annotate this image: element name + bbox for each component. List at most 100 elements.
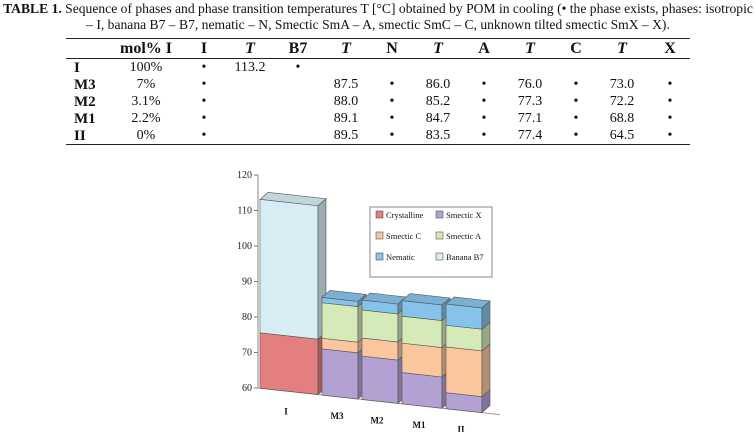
legend-label: Smectic C bbox=[386, 231, 422, 241]
y-tick-label: 60 bbox=[242, 383, 252, 394]
table-cell: • bbox=[374, 127, 410, 145]
x-tick-label: M3 bbox=[331, 411, 344, 421]
table-cell: 64.5 bbox=[594, 127, 650, 145]
legend-label: Crystalline bbox=[386, 210, 424, 220]
table-cell: • bbox=[389, 76, 395, 92]
bar-segment bbox=[259, 199, 319, 340]
bar-segment bbox=[321, 348, 359, 400]
y-tick-label: 120 bbox=[237, 170, 252, 181]
row-label: M1 bbox=[74, 110, 96, 127]
table-cell: • bbox=[667, 93, 673, 109]
legend-swatch bbox=[435, 231, 444, 240]
table-cell: • bbox=[650, 127, 690, 145]
table-cell: 86.0 bbox=[425, 76, 451, 92]
y-tick-label: 80 bbox=[242, 312, 252, 323]
phase-table: mol% I I T B7 T N T A T C T X I 100% • 1… bbox=[66, 38, 690, 145]
table-cell: 113.2 bbox=[234, 59, 266, 75]
header-cell: B7 bbox=[278, 38, 318, 59]
x-tick-label: M2 bbox=[371, 415, 384, 425]
row-label: I bbox=[74, 59, 80, 76]
table-cell: • bbox=[466, 127, 502, 145]
table-cell: 76.0 bbox=[517, 76, 543, 92]
bar-segment bbox=[445, 324, 483, 352]
table-cell: • bbox=[481, 93, 487, 109]
bar-top bbox=[401, 293, 451, 306]
table-cell: • bbox=[186, 127, 222, 145]
row-label: II bbox=[66, 127, 106, 145]
table-cell bbox=[278, 127, 318, 145]
table-cell: 89.5 bbox=[318, 127, 374, 145]
bar-segment bbox=[321, 302, 359, 343]
header-cell: I bbox=[186, 38, 222, 59]
table-cell: • bbox=[481, 110, 487, 126]
bar-top bbox=[259, 192, 327, 207]
table-cell: 2.2% bbox=[131, 110, 161, 126]
legend-swatch bbox=[435, 210, 444, 219]
x-tick-label: M1 bbox=[413, 420, 426, 430]
table-cell: 77.1 bbox=[517, 110, 543, 126]
table-cell: • bbox=[573, 110, 579, 126]
bar-segment-side bbox=[481, 343, 491, 398]
y-tick-label: 110 bbox=[237, 206, 252, 217]
table-cell: • bbox=[667, 110, 673, 126]
table-row: II 0% • 89.5 • 83.5 • 77.4 • 64.5 • bbox=[66, 127, 690, 145]
table-row: M2 3.1% • 88.0 • 85.2 • 77.3 • 72.2 • bbox=[66, 93, 690, 110]
bar-segment bbox=[401, 342, 443, 378]
bar-segment bbox=[361, 355, 399, 404]
y-tick-label: 100 bbox=[237, 241, 252, 252]
header-cell: X bbox=[650, 38, 690, 59]
table-cell: 89.1 bbox=[333, 110, 359, 126]
x-tick-label: II bbox=[457, 425, 465, 432]
legend-swatch bbox=[435, 252, 444, 261]
bar-segment bbox=[445, 346, 483, 397]
bar-segment bbox=[445, 303, 483, 330]
legend-label: Banana B7 bbox=[446, 252, 484, 262]
y-tick-label: 90 bbox=[242, 277, 252, 288]
table-cell: 83.5 bbox=[410, 127, 466, 145]
table-cell: • bbox=[201, 93, 207, 109]
table-cell: • bbox=[201, 59, 207, 75]
row-label: M3 bbox=[74, 76, 96, 93]
table-cell: • bbox=[573, 93, 579, 109]
header-cell: T bbox=[594, 38, 650, 59]
table-cell: • bbox=[558, 127, 594, 145]
table-cell: • bbox=[295, 59, 301, 75]
header-cell: mol% I bbox=[106, 38, 186, 59]
legend-label: Smectic X bbox=[446, 210, 482, 220]
bar-top bbox=[321, 290, 367, 302]
table-cell: 7% bbox=[136, 76, 156, 92]
table-cell: • bbox=[573, 76, 579, 92]
header-cell bbox=[66, 38, 106, 59]
table-cell: 88.0 bbox=[333, 93, 359, 109]
table-cell: • bbox=[201, 110, 207, 126]
legend-swatch bbox=[375, 252, 384, 261]
table-cell: 84.7 bbox=[425, 110, 451, 126]
table-cell bbox=[222, 127, 278, 145]
table-cell: 87.5 bbox=[333, 76, 359, 92]
bar-segment bbox=[361, 309, 399, 343]
table-caption-text: Sequence of phases and phase transition … bbox=[61, 1, 753, 32]
header-cell: T bbox=[410, 38, 466, 59]
table-cell: 0% bbox=[106, 127, 186, 145]
table-cell: • bbox=[201, 76, 207, 92]
table-cell: 72.2 bbox=[609, 93, 635, 109]
y-tick-label: 70 bbox=[242, 348, 252, 359]
legend-label: Smectic A bbox=[446, 231, 482, 241]
header-cell: T bbox=[502, 38, 558, 59]
table-cell: • bbox=[667, 76, 673, 92]
chart-legend bbox=[369, 206, 493, 278]
legend-label: Nematic bbox=[386, 252, 415, 262]
table-caption-label: TABLE 1. bbox=[3, 1, 62, 16]
table-row: M3 7% • 87.5 • 86.0 • 76.0 • 73.0 • bbox=[66, 76, 690, 93]
header-cell: T bbox=[318, 38, 374, 59]
table-cell: 100% bbox=[129, 59, 163, 75]
table-header-row: mol% I I T B7 T N T A T C T X bbox=[66, 38, 690, 59]
table-cell: 68.8 bbox=[609, 110, 635, 126]
bar-segment bbox=[259, 332, 319, 395]
table-caption: TABLE 1. Sequence of phases and phase tr… bbox=[0, 1, 756, 33]
table-cell: 77.4 bbox=[502, 127, 558, 145]
table-cell: 77.3 bbox=[517, 93, 543, 109]
table-cell: • bbox=[389, 110, 395, 126]
table-cell: 73.0 bbox=[609, 76, 635, 92]
